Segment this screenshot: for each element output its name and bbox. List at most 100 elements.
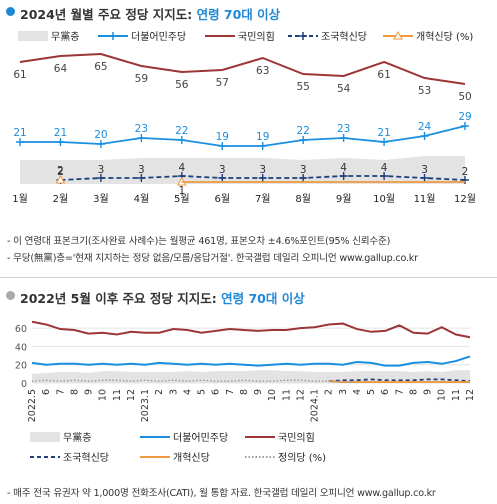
x-tick-label-11: 12월	[454, 193, 476, 205]
point-조국혁신당-2	[96, 174, 105, 182]
point-조국혁신당-3	[137, 174, 146, 182]
point-더불어민주당-8	[339, 134, 348, 142]
x2-tick-label-26: 7	[394, 389, 405, 395]
x2-tick-label-11: 4	[182, 389, 193, 395]
data-label-조국혁신당-4: 4	[178, 162, 185, 174]
series-line-국민의힘-0	[19, 52, 466, 85]
x2-tick-label-15: 8	[239, 389, 250, 395]
x2-tick-label-6: 11	[112, 389, 123, 401]
x2-tick-label-19: 12	[295, 389, 306, 401]
x2-tick-label-16: 9	[253, 389, 264, 395]
data-label-더불어민주당-9: 21	[377, 127, 390, 139]
x-tick-label-1: 2월	[53, 193, 69, 205]
data-label-국민의힘-11: 50	[458, 91, 471, 103]
data-label-조국혁신당-1: 2	[57, 166, 64, 178]
data-label-조국혁신당-8: 4	[340, 162, 347, 174]
section2-bullet-icon	[6, 291, 15, 300]
section-divider	[0, 277, 497, 278]
series2-line-더불어민주당-0	[31, 355, 471, 367]
data-label-국민의힘-8: 54	[337, 83, 351, 95]
data-label-국민의힘-9: 61	[377, 69, 390, 81]
section1-title: 2024년 월별 주요 정당 지지도: 연령 70대 이상	[20, 4, 280, 23]
section1-bullet-icon	[6, 7, 15, 16]
x2-tick-label-2: 7	[55, 389, 66, 395]
section1-note-2: - 무당(無黨)층='현재 지지하는 정당 없음/모름/응답거절'. 한국갤럽 …	[7, 253, 418, 264]
data-label-더불어민주당-0: 21	[13, 127, 26, 139]
data-label-국민의힘-6: 63	[256, 65, 269, 77]
legend2-label-개혁신당: 개혁신당	[173, 452, 210, 464]
point-더불어민주당-11	[461, 122, 469, 130]
data-label-reform-feb: 2	[57, 165, 64, 177]
series2-area-muhdang	[32, 370, 470, 383]
x2-tick-label-10: 3	[168, 389, 179, 395]
point-조국혁신당-6	[258, 174, 267, 182]
x-tick-label-6: 7월	[255, 193, 271, 205]
x-tick-label-10: 11월	[414, 193, 436, 205]
x2-tick-label-22: 3	[338, 389, 349, 395]
y-tick-label-0: 0	[21, 379, 27, 390]
point-더불어민주당-5	[218, 142, 227, 150]
point-더불어민주당-9	[380, 138, 389, 146]
x2-tick-label-20: 2024.1	[310, 389, 321, 422]
data-label-국민의힘-1: 64	[54, 63, 68, 75]
section2-note: - 매주 전국 유권자 약 1,000명 전화조사(CATI), 월 통합 자료…	[7, 488, 436, 499]
data-label-국민의힘-7: 55	[296, 81, 309, 93]
legend-label-개혁신당: 개혁신당 (%)	[416, 31, 473, 43]
data-label-국민의힘-10: 53	[418, 85, 431, 97]
legend2-label-조국혁신당: 조국혁신당	[63, 452, 109, 464]
x2-tick-label-29: 10	[437, 389, 448, 401]
section2-title-highlight: 연령 70대 이상	[221, 291, 305, 306]
data-label-조국혁신당-6: 3	[259, 164, 266, 176]
x2-tick-label-28: 9	[423, 389, 434, 395]
point-조국혁신당-9	[380, 172, 389, 180]
data-label-조국혁신당-5: 3	[219, 164, 226, 176]
data-label-국민의힘-2: 65	[94, 61, 107, 73]
point-개혁신당-1	[55, 174, 66, 184]
x2-tick-label-18: 11	[281, 389, 292, 401]
y-tick-label-3: 60	[15, 324, 27, 335]
x-tick-label-9: 10월	[373, 193, 395, 205]
data-label-더불어민주당-5: 19	[216, 131, 229, 143]
x2-tick-label-23: 4	[352, 389, 363, 395]
point-조국혁신당-10	[420, 174, 429, 182]
section1-title-text: 2024년 월별 주요 정당 지지도:	[20, 7, 197, 22]
point-더불어민주당-10	[420, 132, 429, 140]
x2-tick-label-4: 9	[84, 389, 95, 395]
section1-title-highlight: 연령 70대 이상	[196, 7, 281, 22]
point-더불어민주당-6	[258, 142, 267, 150]
legend-label-국민의힘: 국민의힘	[238, 31, 275, 43]
data-label-조국혁신당-10: 3	[421, 164, 428, 176]
point-조국혁신당-7	[299, 174, 308, 182]
data-label-더불어민주당-2: 20	[94, 129, 107, 141]
legend-marker-3	[299, 32, 307, 40]
legend2-label-정의당: 정의당 (%)	[278, 452, 326, 464]
point-조국혁신당-8	[339, 172, 348, 180]
legend-marker-4	[393, 30, 403, 40]
section2-title-text: 2022년 5월 이후 주요 정당 지지도:	[20, 291, 222, 306]
x2-tick-label-1: 6	[41, 389, 52, 395]
series-area-muhdang	[20, 156, 465, 184]
x-tick-label-2: 3월	[93, 193, 109, 205]
data-label-개혁신당-4: 1	[178, 185, 185, 197]
x2-tick-label-7: 12	[126, 389, 137, 401]
x2-tick-label-3: 8	[69, 389, 80, 395]
x2-tick-label-25: 6	[380, 389, 391, 395]
point-더불어민주당-3	[137, 134, 146, 142]
x2-tick-label-31: 12	[465, 389, 476, 401]
y-tick-label-2: 40	[15, 342, 27, 353]
section2-title: 2022년 5월 이후 주요 정당 지지도: 연령 70대 이상	[20, 288, 305, 307]
x2-tick-label-17: 10	[267, 389, 278, 401]
data-label-국민의힘-5: 57	[216, 77, 229, 89]
x-tick-label-3: 4월	[134, 193, 150, 205]
legend-label-무-층: 무黨층	[51, 30, 79, 43]
x2-tick-label-9: 2	[154, 389, 165, 395]
chart1-monthly-2024: 무黨층 더불어민주당 국민의힘 조국혁신당 개혁신당 (%)21 21 20 23 22 19 19…	[12, 30, 476, 205]
data-label-더불어민주당-11: 29	[458, 111, 471, 123]
x2-tick-label-12: 5	[197, 389, 208, 395]
point-더불어민주당-0	[16, 138, 24, 146]
data-label-조국혁신당-9: 4	[381, 162, 388, 174]
data-label-더불어민주당-4: 22	[175, 125, 188, 137]
series2-line-조국혁신당-0	[328, 378, 471, 383]
legend-label-더불어민주당: 더불어민주당	[131, 31, 186, 43]
data-label-더불어민주당-7: 22	[296, 125, 309, 137]
